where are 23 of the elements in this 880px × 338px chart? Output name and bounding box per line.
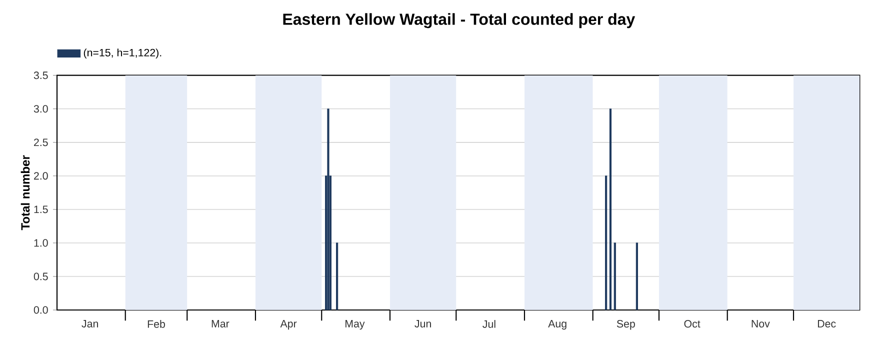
x-tick-label: Jul (482, 320, 496, 328)
x-tick-label: Mar (212, 320, 230, 328)
y-tick-label: 2.0 (34, 172, 48, 180)
y-tick-label: 0.0 (34, 306, 48, 314)
x-tick-label: Feb (148, 320, 165, 328)
y-tick-label: 0.5 (34, 272, 48, 280)
y-axis-title: Total number (20, 155, 30, 230)
x-tick-label: Oct (684, 320, 700, 328)
x-tick-label: Nov (752, 320, 770, 328)
x-tick-label: May (346, 320, 365, 330)
legend-label: (n=15, h=1,122). (84, 48, 162, 59)
x-tick-label: Sep (616, 320, 635, 330)
x-tick-label: Jun (414, 320, 431, 328)
x-tick-label: Jan (82, 320, 98, 328)
x-tick-label: Aug (548, 320, 566, 330)
x-tick-label: Apr (280, 320, 297, 330)
x-tick-label: Dec (818, 320, 836, 328)
y-tick-label: 3.5 (34, 72, 48, 80)
y-tick-label: 3.0 (34, 105, 48, 113)
y-tick-label: 2.5 (34, 138, 48, 146)
y-tick-label: 1.5 (34, 206, 48, 214)
chart-title: Eastern Yellow Wagtail - Total counted per day (283, 13, 636, 28)
y-tick-label: 1.0 (34, 239, 48, 247)
